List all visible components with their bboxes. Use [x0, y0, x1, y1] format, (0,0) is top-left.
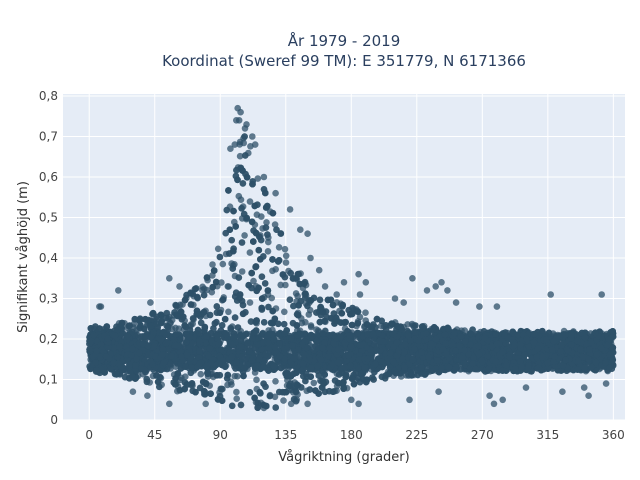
data-point	[225, 308, 232, 316]
data-point	[268, 294, 276, 302]
data-point	[233, 388, 240, 396]
data-point	[282, 259, 290, 266]
data-point	[246, 249, 254, 256]
data-point	[313, 326, 320, 333]
data-point	[182, 373, 189, 381]
data-point	[362, 309, 369, 317]
data-point	[292, 290, 300, 297]
data-point	[233, 395, 240, 403]
data-point	[219, 260, 227, 268]
data-point	[209, 261, 216, 268]
data-points	[86, 104, 617, 412]
data-point	[236, 138, 244, 146]
data-point	[241, 232, 248, 239]
data-point	[237, 196, 245, 203]
data-point	[172, 324, 179, 332]
data-point	[250, 277, 257, 285]
data-point	[298, 319, 306, 327]
data-point	[307, 322, 315, 329]
data-point	[281, 245, 289, 253]
data-point	[197, 370, 205, 378]
data-point	[280, 397, 287, 404]
data-point	[253, 211, 261, 218]
data-point	[246, 299, 254, 306]
data-point	[281, 308, 288, 316]
data-point	[228, 381, 235, 388]
data-point	[263, 219, 270, 226]
data-point	[234, 373, 241, 380]
data-point	[275, 244, 283, 251]
data-point	[264, 248, 272, 255]
data-point	[310, 379, 318, 387]
data-point	[246, 198, 254, 205]
data-point	[282, 252, 290, 260]
data-point	[254, 175, 262, 182]
data-point	[277, 281, 285, 289]
data-point	[253, 376, 260, 384]
data-point	[199, 283, 206, 291]
data-point	[236, 152, 244, 160]
data-point	[238, 268, 246, 275]
data-point	[271, 221, 279, 228]
data-point	[214, 245, 222, 253]
data-point	[282, 281, 289, 289]
data-point	[272, 378, 279, 385]
data-point	[269, 267, 276, 275]
data-point	[225, 283, 232, 290]
